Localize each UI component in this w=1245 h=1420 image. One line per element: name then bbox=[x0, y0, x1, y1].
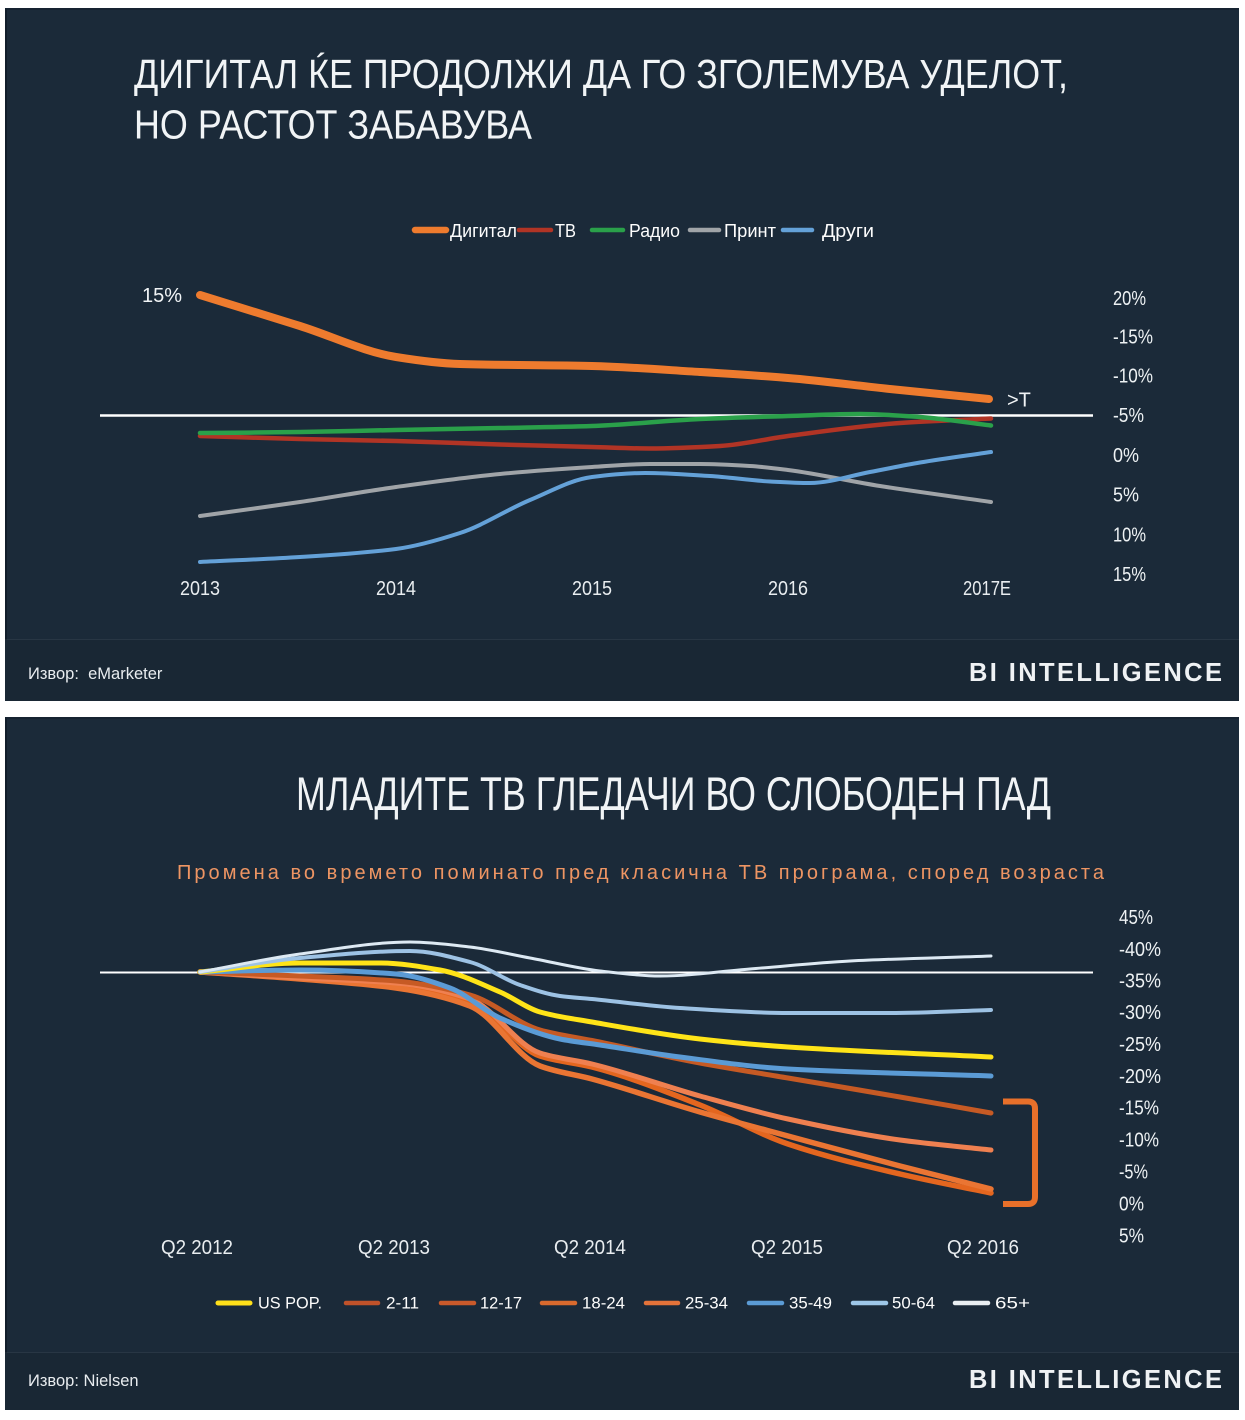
svg-text:Дигитал: Дигитал bbox=[450, 221, 517, 241]
svg-text:25-34: 25-34 bbox=[685, 1294, 728, 1313]
svg-text:2015: 2015 bbox=[572, 578, 612, 600]
svg-text:45%: 45% bbox=[1119, 907, 1153, 929]
svg-text:Q2 2015: Q2 2015 bbox=[751, 1237, 823, 1259]
svg-text:2016: 2016 bbox=[768, 578, 808, 600]
svg-text:US POP.: US POP. bbox=[258, 1294, 322, 1313]
svg-text:-10%: -10% bbox=[1119, 1130, 1159, 1152]
svg-text:20%: 20% bbox=[1113, 288, 1146, 310]
svg-text:65+: 65+ bbox=[995, 1294, 1030, 1313]
svg-text:-15%: -15% bbox=[1119, 1098, 1159, 1120]
svg-text:2017E: 2017E bbox=[963, 578, 1011, 600]
svg-text:-10%: -10% bbox=[1113, 366, 1153, 388]
svg-text:Q2 2012: Q2 2012 bbox=[161, 1237, 233, 1259]
svg-text:-20%: -20% bbox=[1119, 1066, 1161, 1088]
svg-text:18-24: 18-24 bbox=[582, 1294, 625, 1313]
svg-text:-15%: -15% bbox=[1113, 327, 1153, 349]
svg-text:2014: 2014 bbox=[376, 578, 416, 600]
svg-text:Q2 2016: Q2 2016 bbox=[947, 1237, 1019, 1259]
svg-text:12-17: 12-17 bbox=[480, 1294, 522, 1313]
svg-text:НО РАСТОТ ЗАБАВУВА: НО РАСТОТ ЗАБАВУВА bbox=[134, 102, 533, 148]
svg-text:-30%: -30% bbox=[1119, 1002, 1161, 1024]
svg-text:Извор: eMarketer: Извор: eMarketer bbox=[28, 665, 163, 683]
svg-text:5%: 5% bbox=[1113, 485, 1139, 507]
svg-text:-5%: -5% bbox=[1119, 1162, 1148, 1184]
svg-text:50-64: 50-64 bbox=[892, 1294, 935, 1313]
svg-text:Радио: Радио bbox=[629, 221, 680, 241]
svg-text:Промена во времето поминато пр: Промена во времето поминато пред класичн… bbox=[177, 862, 1105, 884]
svg-text:-5%: -5% bbox=[1113, 405, 1144, 427]
svg-text:Други: Други bbox=[822, 221, 874, 241]
svg-text:Q2 2014: Q2 2014 bbox=[554, 1237, 626, 1259]
svg-text:0%: 0% bbox=[1113, 445, 1139, 467]
svg-text:15%: 15% bbox=[1113, 564, 1146, 586]
svg-text:BI INTELLIGENCE: BI INTELLIGENCE bbox=[969, 659, 1222, 687]
svg-text:0%: 0% bbox=[1119, 1194, 1144, 1216]
svg-text:BI INTELLIGENCE: BI INTELLIGENCE bbox=[969, 1366, 1222, 1394]
svg-text:5%: 5% bbox=[1119, 1226, 1144, 1248]
svg-text:Извор: Nielsen: Извор: Nielsen bbox=[28, 1372, 139, 1390]
svg-text:-25%: -25% bbox=[1119, 1034, 1161, 1056]
svg-text:МЛАДИТЕ ТВ ГЛЕДАЧИ ВО СЛОБОДЕН: МЛАДИТЕ ТВ ГЛЕДАЧИ ВО СЛОБОДЕН ПАД bbox=[296, 767, 1051, 820]
svg-text:-40%: -40% bbox=[1119, 939, 1161, 961]
svg-text:>T: >T bbox=[1007, 390, 1031, 412]
svg-text:-35%: -35% bbox=[1119, 971, 1161, 993]
svg-text:Принт: Принт bbox=[724, 221, 776, 241]
svg-text:2013: 2013 bbox=[180, 578, 220, 600]
svg-text:10%: 10% bbox=[1113, 525, 1146, 547]
svg-text:2-11: 2-11 bbox=[386, 1294, 419, 1313]
svg-text:15%: 15% bbox=[142, 285, 182, 307]
svg-text:Q2 2013: Q2 2013 bbox=[358, 1237, 430, 1259]
svg-text:ТВ: ТВ bbox=[555, 221, 576, 241]
svg-text:ДИГИТАЛ ЌЕ ПРОДОЛЖИ ДА ГО ЗГОЛ: ДИГИТАЛ ЌЕ ПРОДОЛЖИ ДА ГО ЗГОЛЕМУВА УДЕЛ… bbox=[134, 51, 1068, 97]
svg-text:35-49: 35-49 bbox=[789, 1294, 832, 1313]
